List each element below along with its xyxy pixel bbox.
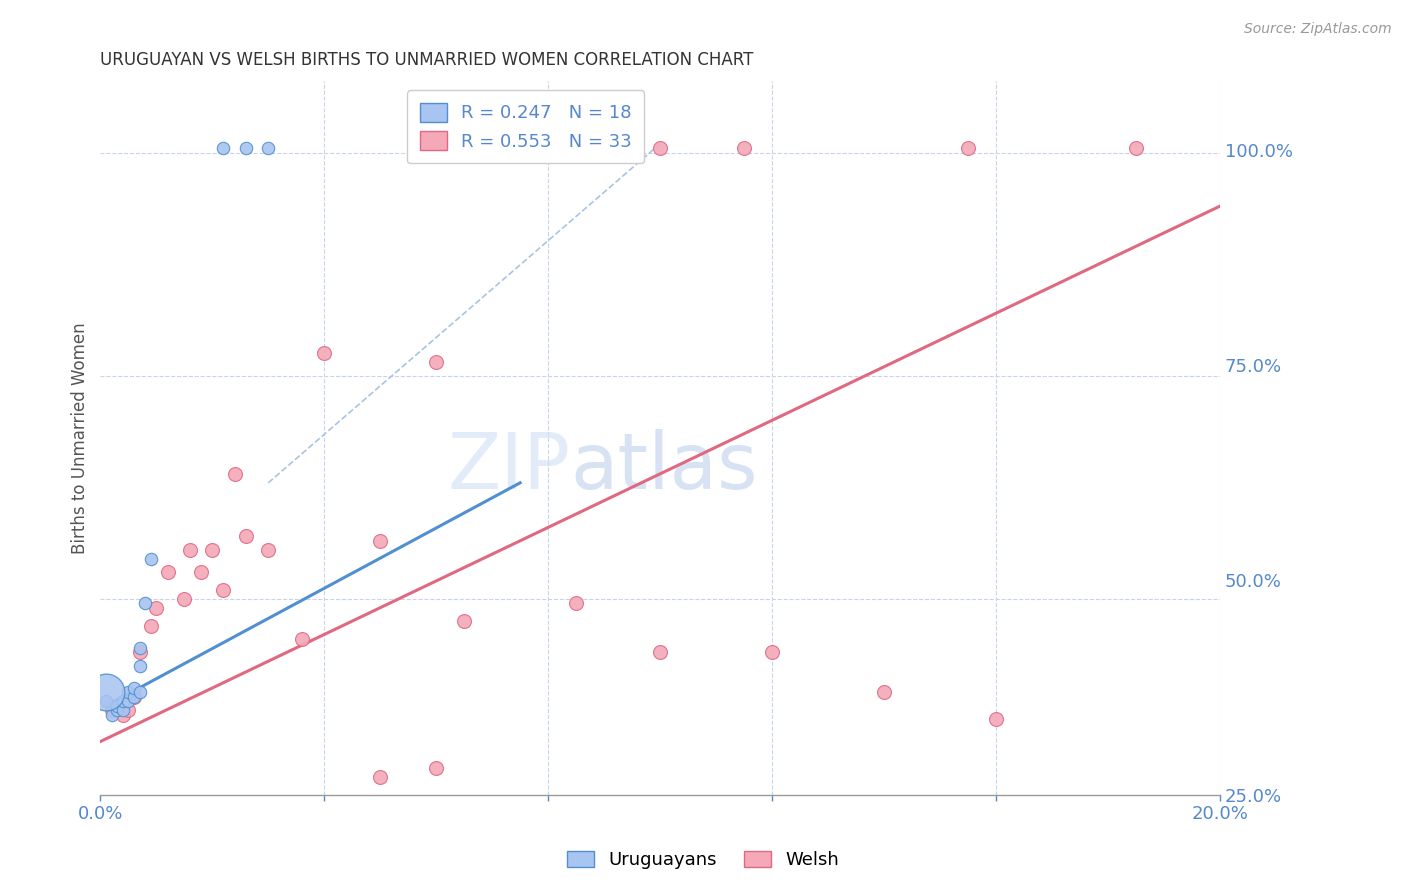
Point [481,141,503,155]
Point [94,685,117,699]
Point [224,467,246,481]
Point [235,141,257,155]
Point [122,681,145,695]
Point [425,761,447,775]
Point [565,596,588,610]
Point [235,529,257,543]
Point [201,542,224,557]
Text: ZIP: ZIP [447,429,571,505]
Point [648,141,671,155]
Point [257,542,280,557]
Point [368,770,391,784]
Point [94,694,117,708]
Point [733,141,755,155]
Point [128,640,150,655]
Point [156,565,179,579]
Point [111,707,134,722]
Point [117,694,139,708]
Point [212,582,235,597]
Point [111,694,134,708]
Point [425,355,447,369]
Point [122,690,145,704]
Point [212,141,235,155]
Point [145,600,167,615]
Point [128,658,150,673]
Point [956,141,979,155]
Point [128,685,150,699]
Point [291,632,314,646]
Point [139,551,162,566]
Point [368,533,391,548]
Point [122,690,145,704]
Point [257,141,280,155]
Point [139,618,162,632]
Point [984,712,1007,726]
Point [1125,141,1147,155]
Point [314,346,336,360]
Point [425,863,447,878]
Point [105,698,128,713]
Point [453,614,475,628]
Point [105,703,128,717]
Point [111,703,134,717]
Point [117,703,139,717]
Point [314,828,336,842]
Point [873,685,896,699]
Point [425,863,447,878]
Y-axis label: Births to Unmarried Women: Births to Unmarried Women [72,322,89,554]
Point [100,703,122,717]
Point [128,645,150,659]
Text: Source: ZipAtlas.com: Source: ZipAtlas.com [1244,22,1392,37]
Point [179,542,201,557]
Text: atlas: atlas [571,429,758,505]
Text: URUGUAYAN VS WELSH BIRTHS TO UNMARRIED WOMEN CORRELATION CHART: URUGUAYAN VS WELSH BIRTHS TO UNMARRIED W… [100,51,754,69]
Point [173,591,195,606]
Point [648,645,671,659]
Point [761,645,783,659]
Point [117,685,139,699]
Point [537,141,560,155]
Legend: Uruguayans, Welsh: Uruguayans, Welsh [558,842,848,879]
Point [100,707,122,722]
Point [134,596,156,610]
Point [190,565,212,579]
Legend: R = 0.247   N = 18, R = 0.553   N = 33: R = 0.247 N = 18, R = 0.553 N = 33 [406,90,644,163]
Point [314,828,336,842]
